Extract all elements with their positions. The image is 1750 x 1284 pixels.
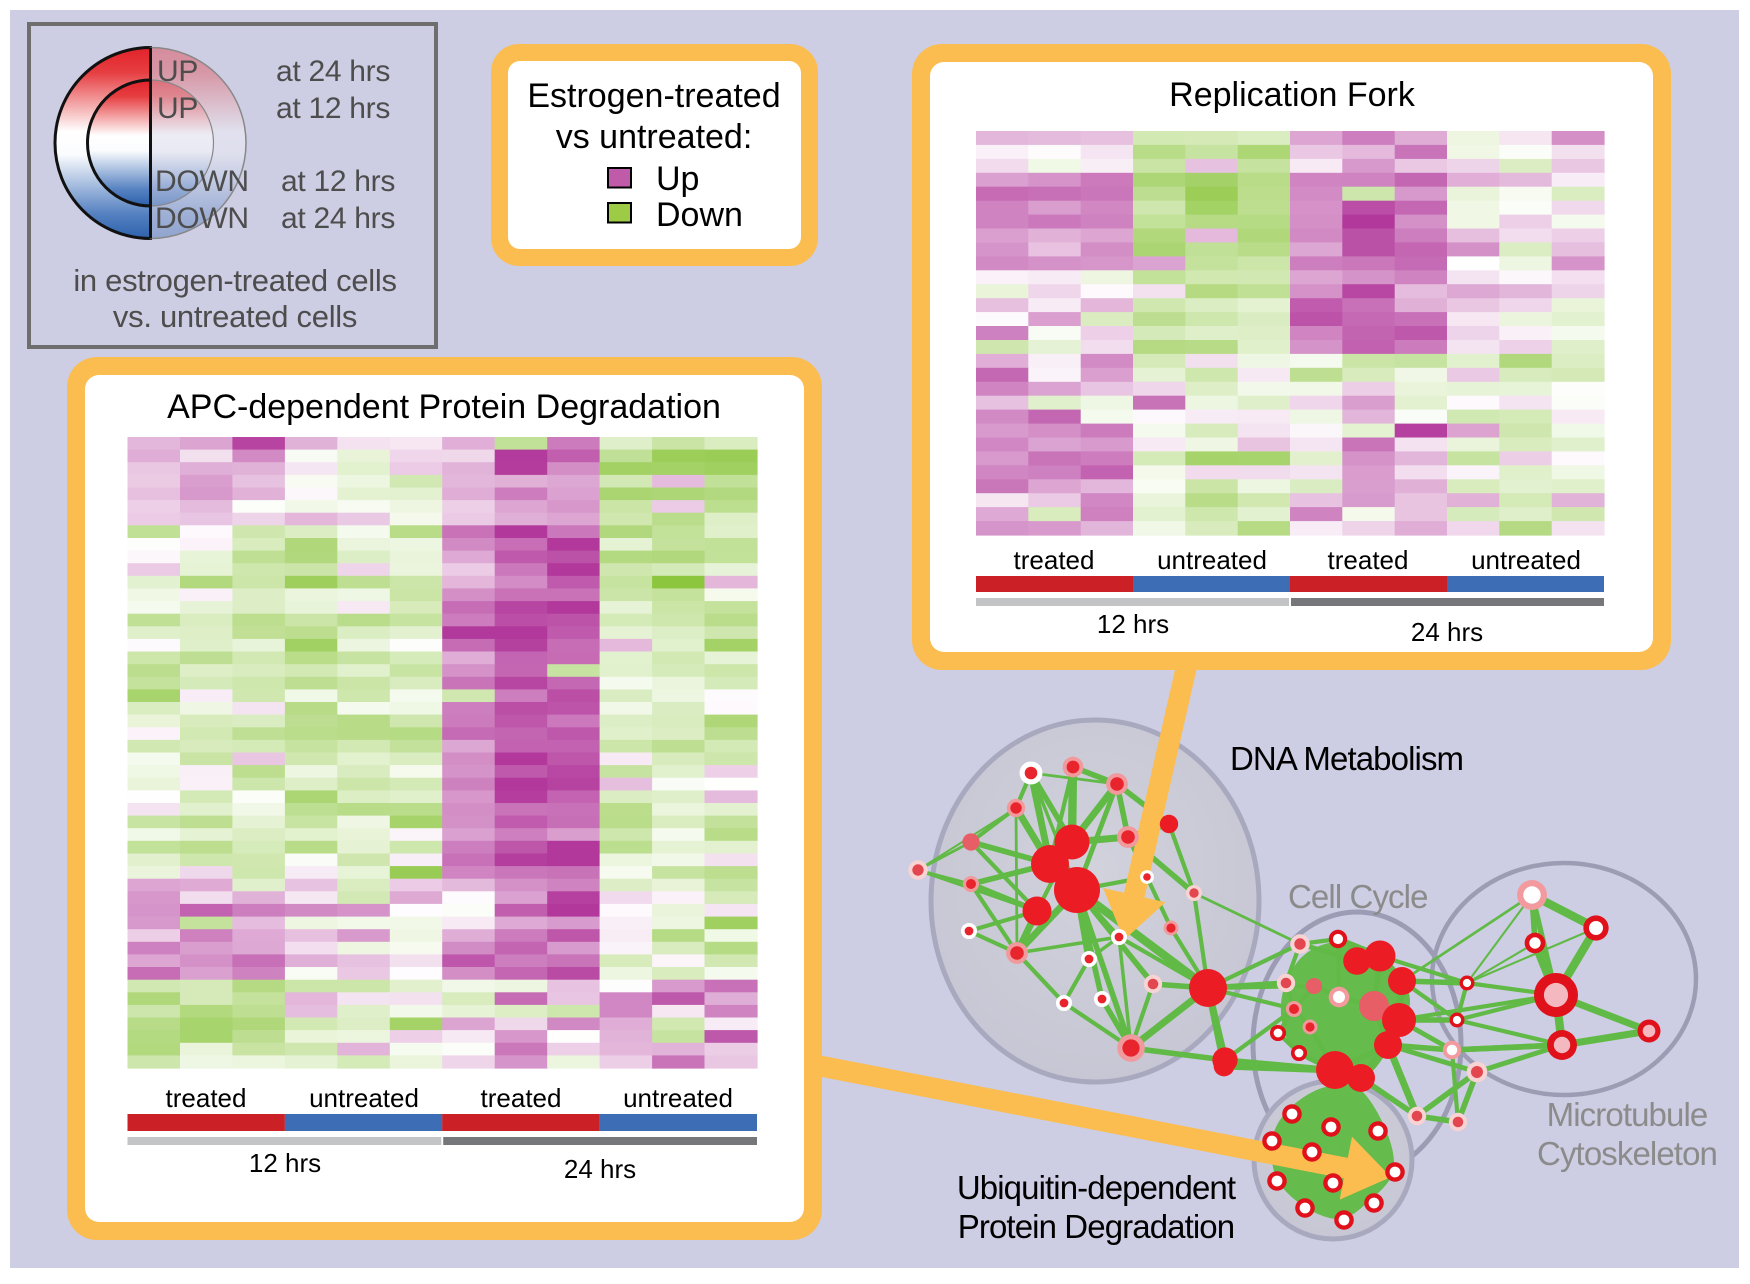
svg-text:treated: treated bbox=[1014, 545, 1095, 575]
svg-text:12 hrs: 12 hrs bbox=[1097, 609, 1169, 639]
svg-text:at 24 hrs: at 24 hrs bbox=[276, 55, 390, 88]
svg-text:treated: treated bbox=[1328, 545, 1409, 575]
svg-text:Protein Degradation: Protein Degradation bbox=[958, 1208, 1234, 1245]
svg-text:Ubiquitin-dependent: Ubiquitin-dependent bbox=[957, 1169, 1236, 1206]
svg-text:UP: UP bbox=[157, 55, 198, 88]
svg-text:untreated: untreated bbox=[623, 1083, 733, 1113]
svg-text:Down: Down bbox=[656, 196, 743, 234]
svg-text:vs untreated:: vs untreated: bbox=[556, 118, 753, 156]
svg-text:untreated: untreated bbox=[309, 1083, 419, 1113]
svg-text:Cytoskeleton: Cytoskeleton bbox=[1537, 1135, 1717, 1172]
svg-text:at 24 hrs: at 24 hrs bbox=[281, 202, 395, 235]
svg-text:in estrogen-treated cells: in estrogen-treated cells bbox=[73, 263, 396, 298]
svg-text:UP: UP bbox=[157, 92, 198, 125]
svg-text:treated: treated bbox=[166, 1083, 247, 1113]
svg-text:24 hrs: 24 hrs bbox=[1411, 617, 1483, 647]
svg-text:24 hrs: 24 hrs bbox=[564, 1154, 636, 1184]
svg-text:APC-dependent Protein Degradat: APC-dependent Protein Degradation bbox=[167, 388, 721, 426]
svg-text:Cell Cycle: Cell Cycle bbox=[1288, 878, 1428, 915]
svg-text:at 12 hrs: at 12 hrs bbox=[281, 165, 395, 198]
svg-text:DOWN: DOWN bbox=[155, 202, 249, 235]
svg-text:DNA Metabolism: DNA Metabolism bbox=[1230, 740, 1463, 777]
svg-text:Microtubule: Microtubule bbox=[1547, 1096, 1708, 1133]
svg-text:Up: Up bbox=[656, 160, 699, 198]
svg-text:Replication Fork: Replication Fork bbox=[1169, 76, 1416, 114]
svg-text:vs. untreated cells: vs. untreated cells bbox=[113, 299, 357, 334]
svg-text:12 hrs: 12 hrs bbox=[249, 1148, 321, 1178]
svg-text:DOWN: DOWN bbox=[155, 165, 249, 198]
svg-text:at 12 hrs: at 12 hrs bbox=[276, 92, 390, 125]
svg-text:treated: treated bbox=[481, 1083, 562, 1113]
svg-text:untreated: untreated bbox=[1471, 545, 1581, 575]
svg-text:untreated: untreated bbox=[1157, 545, 1267, 575]
svg-text:Estrogen-treated: Estrogen-treated bbox=[527, 77, 780, 115]
